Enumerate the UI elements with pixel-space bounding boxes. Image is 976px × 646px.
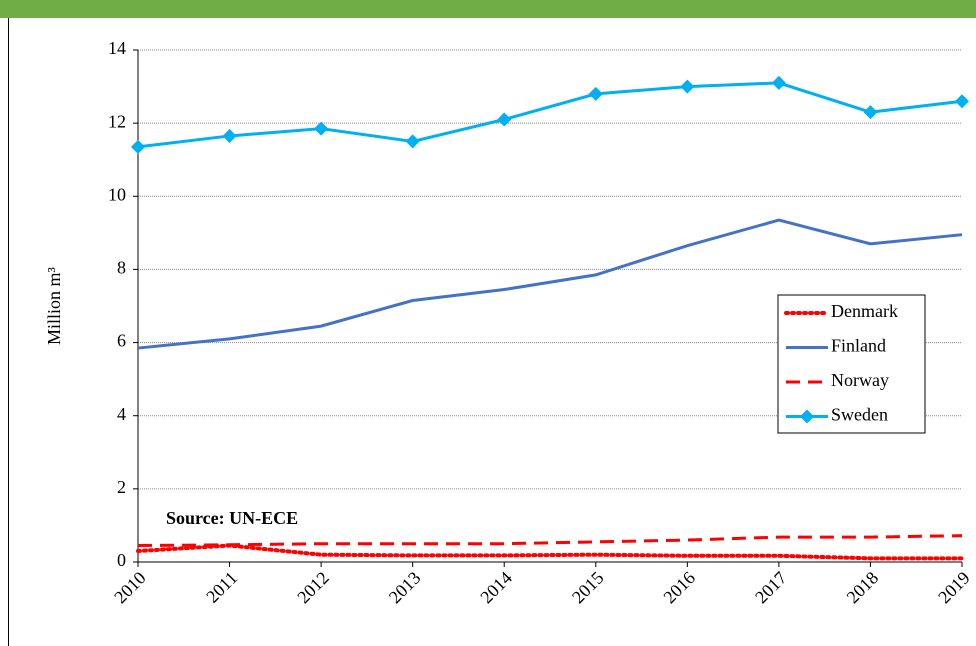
x-tick-label: 2019 [934,568,974,608]
legend-label: Sweden [831,405,888,425]
y-tick-label: 10 [108,184,126,204]
x-tick-label: 2017 [751,568,791,608]
x-tick-label: 2013 [385,568,425,608]
header-bar [0,0,976,18]
legend-label: Finland [831,336,886,356]
legend-box [777,294,926,434]
x-tick-label: 2014 [476,568,516,608]
y-tick-label: 12 [108,111,126,131]
series-line [137,534,963,548]
series-line [136,543,964,561]
data-point [497,112,512,127]
y-axis-label: Million m³ [44,266,64,345]
data-point [863,105,878,120]
y-tick-label: 14 [108,38,126,58]
annotation: Source: UN-ECE [166,508,298,528]
legend-label: Norway [831,370,889,390]
x-tick-label: 2015 [568,568,608,608]
data-point [771,75,786,90]
series-line [137,218,963,350]
y-tick-label: 6 [117,331,126,351]
y-tick-label: 4 [117,404,126,424]
data-point [680,79,695,94]
data-point [131,139,145,154]
series-line [137,81,963,149]
x-tick-label: 2016 [659,568,699,608]
x-tick-label: 2018 [843,568,883,608]
y-tick-label: 8 [117,258,126,278]
y-tick-label: 0 [117,550,126,570]
x-tick-label: 2012 [293,568,333,608]
data-point [222,128,237,143]
data-point [588,86,603,101]
legend-marker [800,409,814,424]
x-tick-label: 2010 [110,568,150,608]
data-point [405,134,420,149]
data-point [955,94,969,109]
legend-label: Denmark [831,301,898,321]
x-tick-label: 2011 [202,568,241,607]
y-tick-label: 2 [117,477,126,497]
data-point [314,121,329,136]
